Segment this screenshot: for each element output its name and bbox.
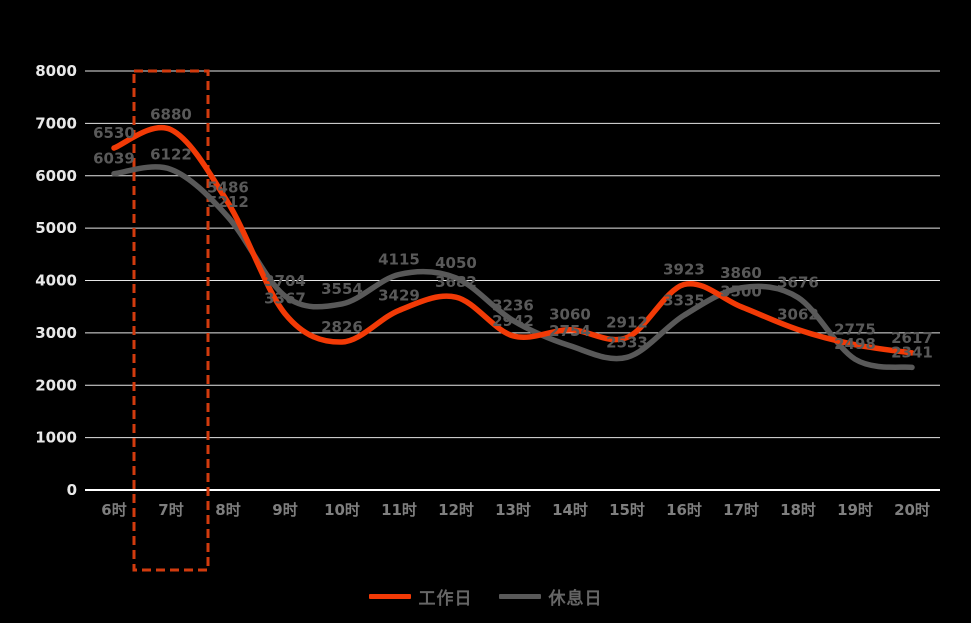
data-label-休息日: 2341 [891,343,933,361]
y-axis-tick-label: 5000 [35,219,77,237]
data-label-工作日: 2775 [834,321,876,339]
data-label-休息日: 5212 [207,193,249,211]
data-label-休息日: 6122 [150,145,192,163]
y-axis-tick-label: 8000 [35,62,77,80]
x-axis-tick-label: 13时 [495,501,531,519]
x-axis-tick-label: 10时 [324,501,360,519]
data-label-休息日: 2533 [606,333,648,351]
workday-legend-label: 工作日 [418,589,473,609]
data-label-休息日: 3236 [492,297,534,315]
x-axis-tick-label: 12时 [438,501,474,519]
data-label-工作日: 3062 [777,306,819,324]
data-label-休息日: 2754 [549,322,591,340]
restday-line-swatch [498,594,541,599]
y-axis-tick-label: 3000 [35,324,77,342]
x-axis-tick-label: 11时 [381,501,417,519]
restday-legend-label: 休息日 [548,589,603,609]
data-label-工作日: 3682 [435,273,477,291]
data-label-工作日: 3367 [264,290,306,308]
data-label-工作日: 2826 [321,318,363,336]
data-label-休息日: 2498 [834,335,876,353]
data-label-工作日: 6530 [93,124,135,142]
x-axis-tick-label: 8时 [215,501,240,519]
x-axis-tick-label: 18时 [780,501,816,519]
data-label-工作日: 3429 [378,286,420,304]
data-label-工作日: 3500 [720,283,762,301]
y-axis-tick-label: 6000 [35,167,77,185]
data-label-休息日: 3554 [321,280,363,298]
y-axis-tick-label: 4000 [35,272,77,290]
x-axis-tick-label: 6时 [101,501,126,519]
legend-item-workday: 工作日 [368,584,473,609]
data-label-工作日: 2912 [606,313,648,331]
x-axis-tick-label: 15时 [609,501,645,519]
data-label-休息日: 3676 [777,273,819,291]
x-axis-tick-label: 19时 [837,501,873,519]
data-label-工作日: 2617 [891,329,933,347]
x-axis-tick-label: 14时 [552,501,588,519]
data-label-休息日: 6039 [93,150,135,168]
data-label-工作日: 3923 [663,261,705,279]
data-label-工作日: 6880 [150,106,192,124]
x-axis-tick-label: 7时 [158,501,183,519]
data-label-休息日: 3704 [264,272,306,290]
data-label-休息日: 4050 [435,254,477,272]
data-label-工作日: 3060 [549,306,591,324]
x-axis-tick-label: 17时 [723,501,759,519]
series-line-工作日 [111,125,915,356]
workday-line-swatch [368,594,411,599]
y-axis-tick-label: 1000 [35,429,77,447]
data-label-工作日: 2942 [492,312,534,330]
legend-item-restday: 休息日 [498,584,603,609]
x-axis-tick-label: 20时 [894,501,930,519]
y-axis-tick-label: 7000 [35,114,77,132]
data-label-休息日: 3335 [663,291,705,309]
x-axis-tick-label: 16时 [666,501,702,519]
highlight-dashed-rect [132,69,210,572]
y-axis-tick-label: 0 [67,481,77,499]
data-label-休息日: 4115 [378,250,420,268]
data-label-休息日: 3860 [720,264,762,282]
y-axis-tick-label: 2000 [35,376,77,394]
data-label-工作日: 5486 [207,179,249,197]
chart-legend: 工作日 休息日 [0,584,971,609]
x-axis-tick-label: 9时 [272,501,297,519]
